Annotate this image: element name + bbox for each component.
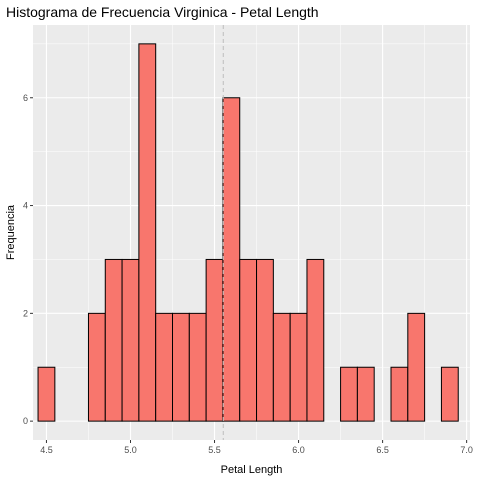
y-tick-label: 6 bbox=[23, 93, 28, 103]
histogram-bar bbox=[121, 258, 140, 422]
x-tick-label: 6.0 bbox=[292, 445, 305, 455]
histogram-bar bbox=[390, 366, 409, 422]
histogram-bar bbox=[172, 312, 190, 422]
histogram-bar bbox=[155, 312, 174, 422]
histogram-bar bbox=[272, 312, 291, 422]
bars bbox=[37, 43, 459, 422]
y-tick-label: 2 bbox=[23, 308, 28, 318]
histogram-bar bbox=[104, 258, 123, 422]
y-tick-label: 0 bbox=[23, 416, 28, 426]
histogram-bar bbox=[37, 366, 56, 422]
x-tick-label: 4.5 bbox=[40, 445, 53, 455]
histogram-bar bbox=[205, 258, 224, 422]
x-tick-label: 5.5 bbox=[208, 445, 221, 455]
y-axis-title: Frequencia bbox=[5, 204, 17, 260]
histogram-bar bbox=[188, 312, 207, 422]
x-tick-label: 6.5 bbox=[376, 445, 389, 455]
y-tick-label: 4 bbox=[23, 201, 28, 211]
histogram-bar bbox=[440, 366, 459, 422]
x-tick-label: 5.0 bbox=[124, 445, 137, 455]
histogram-bar bbox=[289, 312, 308, 422]
histogram-bar bbox=[239, 258, 258, 422]
x-tick-label: 7.0 bbox=[460, 445, 473, 455]
histogram-bar bbox=[138, 43, 157, 422]
histogram-bar bbox=[256, 258, 274, 422]
x-axis-ticks: 4.5 5.0 5.5 6.0 6.5 7.0 bbox=[40, 440, 473, 455]
histogram-bar bbox=[306, 258, 325, 422]
chart-title: Histograma de Frecuencia Virginica - Pet… bbox=[6, 4, 319, 20]
y-axis-ticks: 0 2 4 6 bbox=[23, 93, 33, 426]
histogram-bar bbox=[222, 97, 241, 422]
histogram-bar bbox=[340, 366, 358, 422]
histogram-bar bbox=[407, 312, 426, 422]
histogram-bar bbox=[87, 312, 106, 422]
x-axis-title: Petal Length bbox=[221, 464, 283, 476]
histogram-bar bbox=[356, 366, 375, 422]
